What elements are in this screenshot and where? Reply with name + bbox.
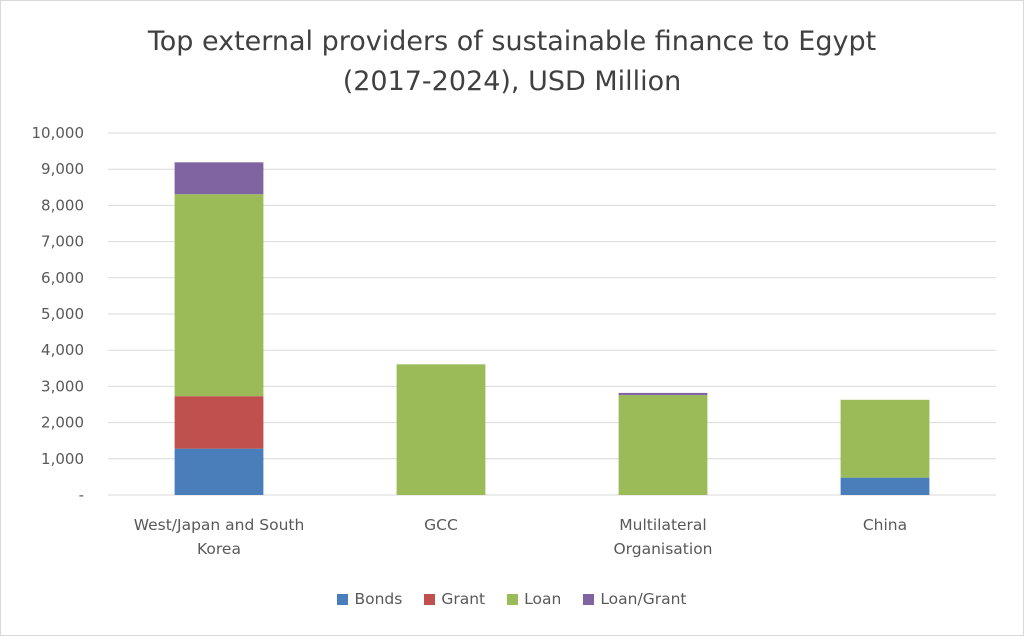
y-tick-label: 5,000 (41, 305, 84, 323)
y-tick-label: 10,000 (32, 124, 85, 142)
legend-swatch (337, 593, 349, 605)
bar-segment-bonds (840, 477, 930, 495)
y-tick-label: 6,000 (41, 269, 84, 287)
legend-item: Loan/Grant (583, 590, 687, 608)
y-tick-label: 3,000 (41, 377, 84, 395)
bars (174, 162, 930, 495)
bar-segment-loan (618, 395, 708, 495)
bar-segment-loan (396, 364, 486, 495)
x-category-label: Organisation (613, 540, 712, 558)
x-axis-category-labels: West/Japan and South Korea GCC Multilateral… (134, 516, 907, 558)
y-tick-label: 1,000 (41, 450, 84, 468)
y-tick-label: 8,000 (41, 196, 84, 214)
y-tick-label: 2,000 (41, 414, 84, 432)
chart-title-line-1: Top external providers of sustainable fi… (147, 26, 877, 57)
bar-segment-loan-grant (618, 392, 708, 396)
chart-title-line-2: (2017-2024), USD Million (342, 66, 682, 97)
legend-label: Loan/Grant (600, 590, 687, 608)
y-tick-label: 9,000 (41, 160, 84, 178)
bar-segment-loan (840, 399, 930, 478)
bar-segment-loan (174, 194, 264, 397)
legend-item: Grant (424, 590, 485, 608)
x-category-label: West/Japan and South (134, 516, 305, 534)
x-category-label: Multilateral (619, 516, 706, 534)
y-tick-label: 7,000 (41, 233, 84, 251)
legend-swatch (583, 593, 595, 605)
bar-segment-loan-grant (174, 162, 264, 195)
y-tick-label: 4,000 (41, 341, 84, 359)
x-category-label: Korea (197, 540, 241, 558)
bar-segment-grant (174, 396, 264, 449)
legend-item: Bonds (337, 590, 402, 608)
y-axis-tick-labels: - 1,000 2,000 3,000 4,000 5,000 6,000 7,000 8,00… (32, 124, 85, 504)
legend-swatch (507, 593, 519, 605)
chart-title: Top external providers of sustainable fi… (0, 22, 1024, 102)
legend-label: Bonds (354, 590, 403, 608)
legend-swatch (424, 593, 436, 605)
x-category-label: GCC (424, 516, 458, 534)
legend-label: Grant (441, 590, 486, 608)
legend-label: Loan (524, 590, 562, 608)
x-category-label: China (863, 516, 907, 534)
y-tick-label: - (79, 486, 84, 504)
legend: Bonds Grant Loan Loan/Grant (0, 590, 1024, 608)
bar-segment-bonds (174, 448, 264, 495)
legend-item: Loan (507, 590, 561, 608)
